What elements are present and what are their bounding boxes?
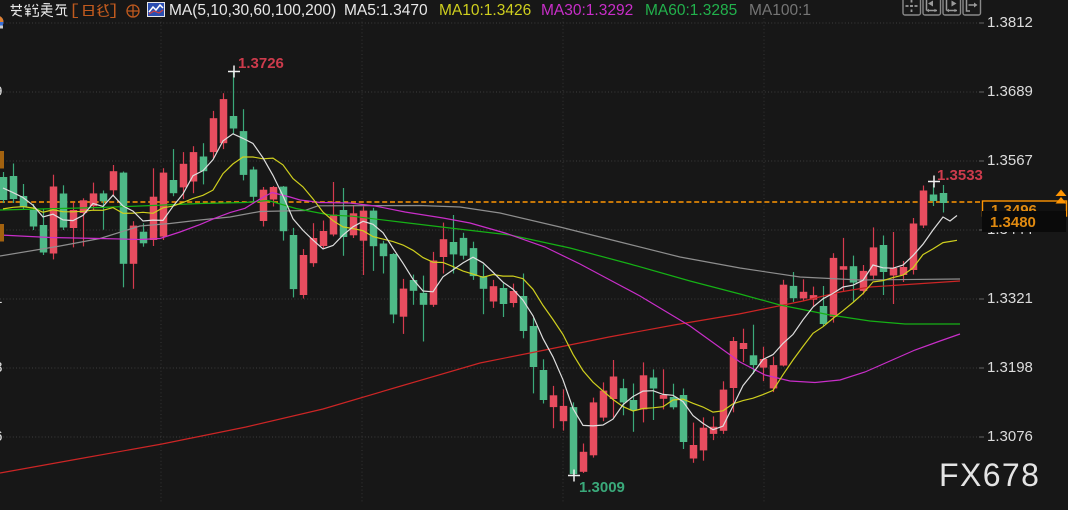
svg-text:1.3076: 1.3076 (0, 428, 3, 445)
svg-text:1.3198: 1.3198 (987, 359, 1033, 376)
svg-text:1.3198: 1.3198 (0, 359, 3, 376)
svg-text:1.3321: 1.3321 (0, 290, 3, 307)
svg-text:1.3567: 1.3567 (987, 152, 1033, 169)
svg-text:1.3689: 1.3689 (0, 83, 3, 100)
svg-text:1.3812: 1.3812 (987, 14, 1033, 31)
svg-text:1.3076: 1.3076 (987, 428, 1033, 445)
svg-text:1.3480: 1.3480 (990, 214, 1036, 231)
svg-text:1.3726: 1.3726 (238, 55, 284, 72)
svg-text:1.3321: 1.3321 (987, 290, 1033, 307)
svg-text:1.3533: 1.3533 (937, 167, 983, 184)
svg-text:1.3689: 1.3689 (987, 83, 1033, 100)
svg-text:FX678: FX678 (939, 457, 1040, 493)
svg-text:1.3009: 1.3009 (579, 479, 625, 496)
